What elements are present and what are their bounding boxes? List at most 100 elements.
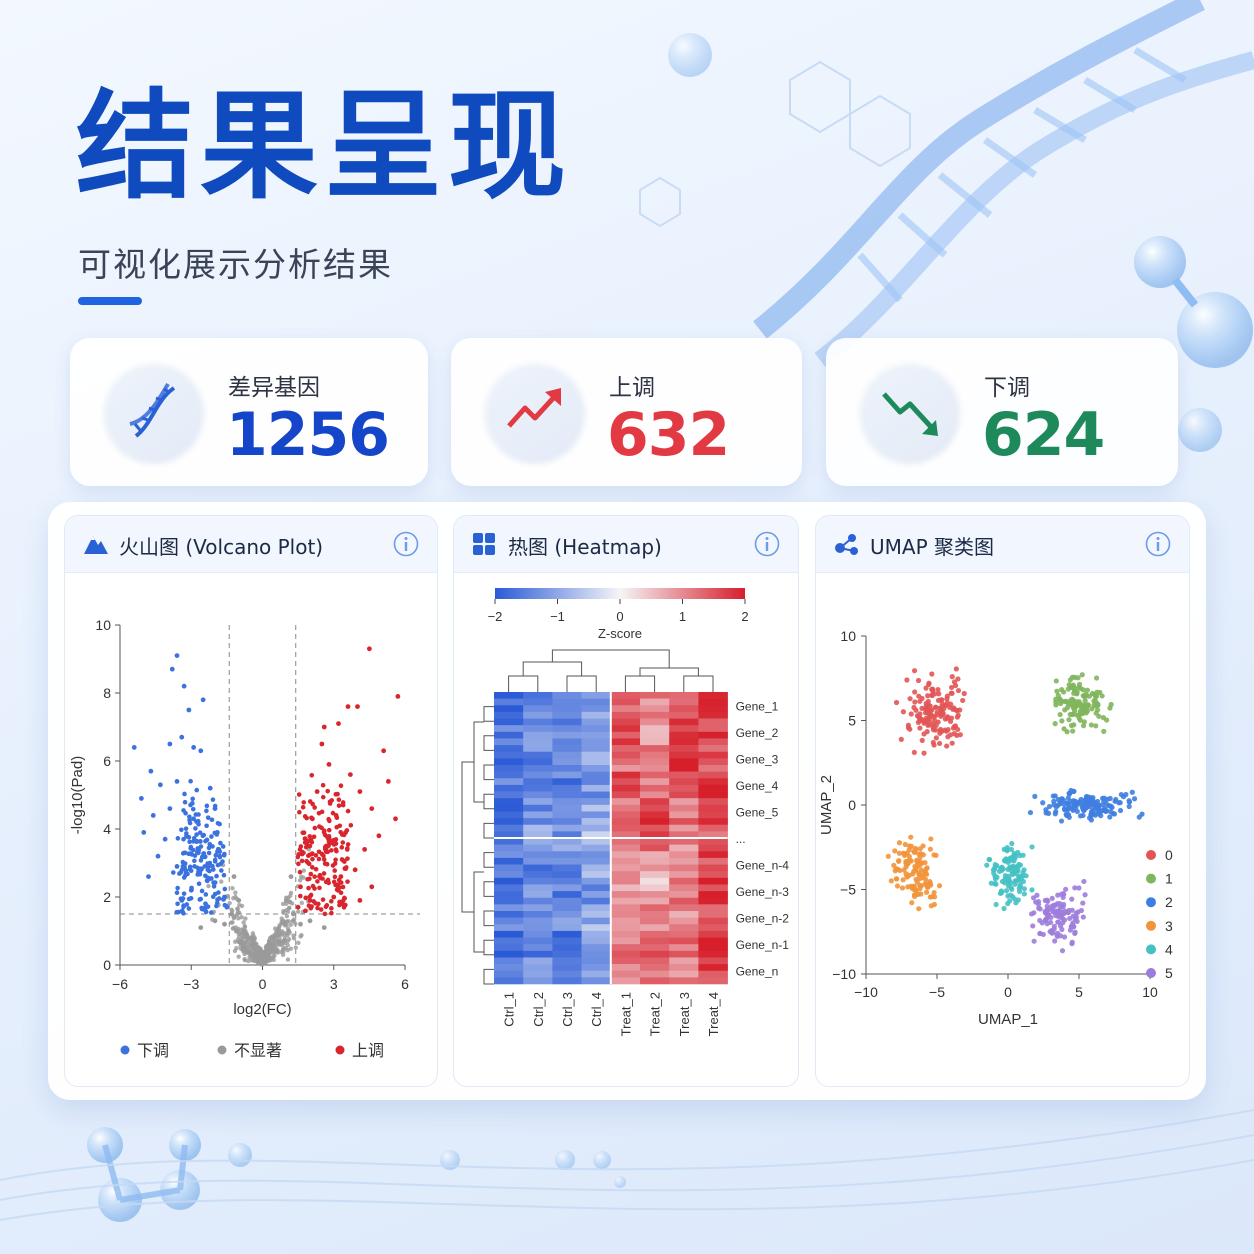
heatmap-cell [523,818,553,826]
point-up [344,847,350,852]
heatmap-cell [669,745,699,753]
heatmap-cell [610,738,641,746]
heatmap-cell [698,725,728,733]
cluster-point [994,862,1000,869]
legend-label: 下调 [137,1042,169,1060]
colorbar-tick-label: 1 [679,609,686,624]
cluster-point [1061,726,1067,732]
heatmap-cell [640,765,670,772]
point-up [321,857,327,862]
heatmap-cell [698,864,728,872]
cluster-point [991,866,998,872]
heatmap-cell [494,791,524,799]
cluster-point [900,709,906,715]
heatmap-cell [669,824,699,832]
heatmap-chart: −2 −1 0 1 2 Z-score Gene_1 Gene_2 Gene_3 Gene_4 Ge… [461,588,790,1036]
heatmap-cell [698,711,728,719]
cluster-point [945,734,951,740]
heatmap-cell [494,904,524,912]
heatmap-cell [640,944,670,952]
heatmap-cell [640,692,670,699]
cluster-point [1037,930,1043,937]
umap-header: UMAP 聚类图 [816,516,1189,573]
heatmap-cell [523,758,553,766]
point-up [304,815,309,821]
heatmap-cell [552,871,582,879]
cluster-point [1044,907,1050,913]
info-icon[interactable] [754,531,780,557]
point-up [333,857,338,863]
data-point [222,894,227,900]
heatmap-cell [523,944,553,952]
heatmap-cell [523,924,553,932]
point-down [195,818,201,824]
point-up [296,861,301,867]
cluster-point [915,891,922,897]
heatmap-cell [523,831,553,839]
point-up [348,823,354,828]
point-down [200,833,206,839]
point-not-significant [279,916,284,921]
cluster-point [1072,674,1078,680]
point-down [204,803,210,809]
heatmap-cell [669,944,699,952]
point-up [333,841,339,846]
cluster-point [1091,801,1097,807]
heatmap-cell [494,964,524,972]
row-label: Gene_n [736,965,779,979]
row-dendrogram-branch [483,852,494,868]
cluster-point [1112,798,1118,804]
cluster-point [1065,909,1072,916]
heatmap-cell [494,857,524,865]
info-icon[interactable] [1145,531,1171,557]
heatmap-cell [523,698,553,706]
heatmap-cell [494,831,524,839]
cluster-point [923,685,929,691]
cluster-point [928,882,934,888]
heatmap-cell [581,804,612,812]
point-not-significant [282,934,288,939]
cluster-point [1058,818,1065,824]
heatmap-cell [640,725,670,733]
row-label: Gene_n-3 [736,885,790,899]
cluster-point [1066,717,1072,723]
point-up [309,865,315,870]
data-point [224,904,230,910]
data-point [302,840,308,845]
column-label: Treat_2 [648,992,663,1036]
info-icon[interactable] [393,531,419,557]
heatmap-cell [552,844,582,852]
heatmap-cell [523,745,553,753]
cluster-point [907,696,913,702]
point-down [186,851,191,857]
x-tick-label: 5 [1075,984,1083,1000]
cluster-point [947,704,953,710]
point-up [340,840,346,845]
heatmap-cell [581,698,612,706]
point-down [214,903,219,909]
point-down [220,859,225,864]
heatmap-cell [669,877,699,885]
mountain-icon [84,536,108,554]
x-axis-label: UMAP_1 [978,1011,1038,1028]
cluster-point [1061,934,1068,940]
heatmap-cell [581,791,612,799]
point-down [183,868,189,873]
heatmap-cell [581,731,612,739]
colorbar-tick-label: −2 [488,609,503,624]
heatmap-cell [552,944,582,952]
point-down [210,844,215,849]
heatmap-cell [552,911,582,918]
column-dendrogram-branch [639,667,699,676]
heatmap-cell [610,917,641,925]
heatmap-cell [640,871,670,879]
cluster-point [929,894,935,900]
heatmap-cell [552,751,582,759]
cluster-point [1084,687,1091,693]
heatmap-cell [698,851,728,859]
colorbar-tick-label: −1 [550,609,565,624]
heatmap-cell [523,844,553,852]
heatmap-cell [581,844,612,852]
stat-card-up: 上调 632 [451,338,802,486]
cluster-point [906,872,912,879]
